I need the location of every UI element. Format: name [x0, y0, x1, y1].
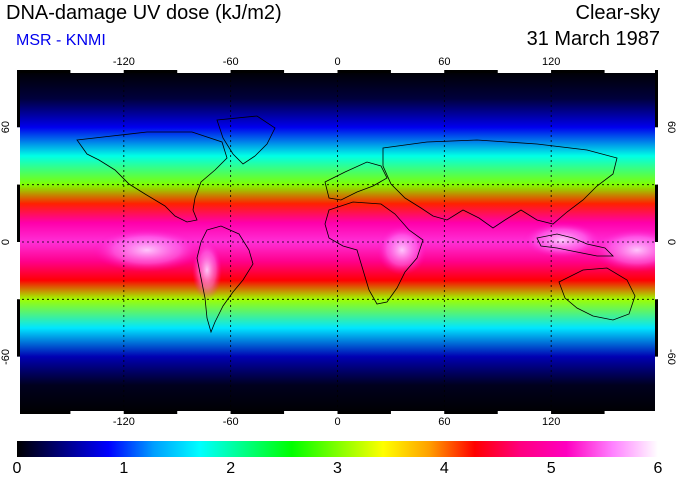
frame-segment [604, 70, 658, 73]
coastline-greenland [216, 115, 276, 165]
frame-segment [17, 242, 20, 300]
lat-tick-label-right: -60 [665, 348, 677, 365]
lat-tick-label-left: -60 [0, 348, 12, 365]
colorbar-label: 2 [226, 460, 236, 477]
source-label: MSR - KNMI [16, 32, 106, 49]
date-label: 31 March 1987 [526, 28, 660, 50]
frame-segment [497, 411, 552, 414]
lon-tick-label-top: -120 [112, 56, 135, 68]
frame-segment [17, 127, 20, 185]
frame-segment [444, 411, 498, 414]
frame-segment [655, 127, 658, 185]
frame-segment [70, 411, 124, 414]
map-title: DNA-damage UV dose (kJ/m2) [6, 2, 282, 24]
colorbar [17, 441, 658, 457]
map-frame [17, 70, 658, 414]
lat-tick-label-right: 0 [665, 238, 677, 246]
frame-segment [177, 411, 231, 414]
colorbar-label: 3 [333, 460, 342, 477]
frame-segment [655, 70, 658, 128]
lon-tick-label-bot: -60 [222, 416, 239, 428]
coastline-africa [324, 201, 424, 305]
hotspot-pacific-east [92, 228, 202, 272]
frame-segment [284, 411, 338, 414]
frame-segment [17, 70, 20, 128]
frame-segment [17, 356, 20, 414]
lon-tick-label-bot: 0 [334, 416, 341, 428]
lon-tick-label-bot: 60 [438, 416, 451, 428]
coastline-indonesia [536, 233, 614, 257]
frame-segment [17, 184, 20, 242]
frame-segment [604, 411, 658, 414]
frame-segment [655, 184, 658, 242]
frame-segment [655, 242, 658, 300]
coastline-australia [558, 267, 636, 321]
frame-segment [177, 70, 231, 73]
lon-tick-label-top: -60 [222, 56, 239, 68]
frame-segment [444, 70, 498, 73]
frame-segment [123, 70, 178, 73]
colorbar-label: 4 [439, 460, 449, 477]
frame-segment [390, 411, 445, 414]
frame-segment [230, 411, 285, 414]
hotspot-africa [377, 225, 427, 275]
frame-segment [655, 356, 658, 414]
coastline-north-america [76, 131, 228, 223]
colorbar-label: 0 [12, 460, 22, 477]
coastline-europe [324, 161, 388, 201]
frame-segment [284, 70, 338, 73]
uv-dose-map [17, 70, 658, 414]
hotspot-pacific-west [592, 228, 658, 272]
colorbar-label: 1 [119, 460, 129, 477]
colorbar-label: 6 [653, 460, 663, 477]
gridlines [17, 70, 658, 414]
frame-segment [70, 70, 124, 73]
colorbar-ramp [17, 441, 658, 457]
lat-tick-label-left: 60 [0, 121, 12, 134]
frame-segment [551, 411, 605, 414]
lon-tick-label-top: 60 [438, 56, 451, 68]
lon-tick-label-top: 0 [334, 56, 341, 68]
lon-tick-label-bot: 120 [541, 416, 561, 428]
frame-segment [337, 70, 391, 73]
frame-segment [17, 70, 71, 73]
coastline-asia [382, 139, 618, 229]
frame-segment [17, 299, 20, 357]
hotspot-andes [192, 240, 222, 300]
sky-condition-label: Clear-sky [575, 2, 660, 24]
lat-tick-label-right: 60 [665, 121, 677, 134]
frame-segment [551, 70, 605, 73]
lon-tick-label-top: 120 [541, 56, 561, 68]
frame-segment [230, 70, 285, 73]
lon-tick-label-bot: -120 [112, 416, 135, 428]
frame-segment [497, 70, 552, 73]
frame-segment [123, 411, 178, 414]
frame-segment [655, 299, 658, 357]
colorbar-label: 5 [546, 460, 556, 477]
hotspot-indonesia [522, 222, 602, 258]
frame-segment [390, 70, 445, 73]
lat-tick-label-left: 0 [0, 238, 12, 246]
frame-segment [17, 411, 71, 414]
frame-segment [337, 411, 391, 414]
